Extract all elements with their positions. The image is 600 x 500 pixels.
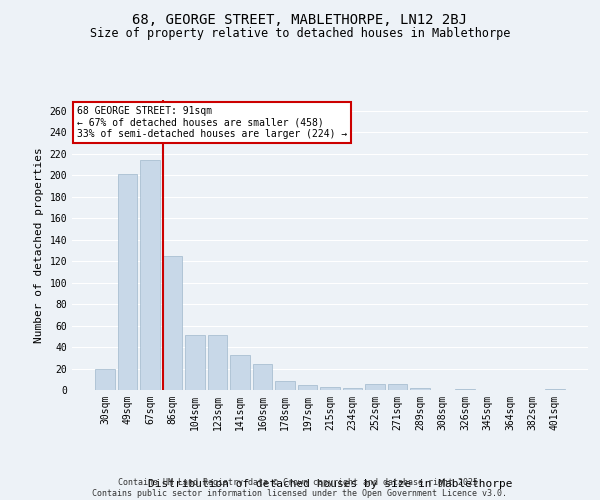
Bar <box>208 335 227 390</box>
Bar <box>230 354 250 390</box>
Bar <box>185 335 205 390</box>
Bar <box>455 389 475 390</box>
Bar <box>275 382 295 390</box>
Text: Size of property relative to detached houses in Mablethorpe: Size of property relative to detached ho… <box>90 28 510 40</box>
Bar <box>545 389 565 390</box>
Bar <box>320 387 340 390</box>
Bar <box>163 256 182 390</box>
Text: 68 GEORGE STREET: 91sqm
← 67% of detached houses are smaller (458)
33% of semi-d: 68 GEORGE STREET: 91sqm ← 67% of detache… <box>77 106 347 139</box>
Y-axis label: Number of detached properties: Number of detached properties <box>34 147 44 343</box>
Bar <box>343 388 362 390</box>
X-axis label: Distribution of detached houses by size in Mablethorpe: Distribution of detached houses by size … <box>148 478 512 488</box>
Bar <box>253 364 272 390</box>
Bar <box>410 388 430 390</box>
Text: Contains HM Land Registry data © Crown copyright and database right 2025.
Contai: Contains HM Land Registry data © Crown c… <box>92 478 508 498</box>
Bar <box>118 174 137 390</box>
Bar <box>388 384 407 390</box>
Bar <box>140 160 160 390</box>
Bar <box>365 384 385 390</box>
Bar <box>298 384 317 390</box>
Bar <box>95 368 115 390</box>
Text: 68, GEORGE STREET, MABLETHORPE, LN12 2BJ: 68, GEORGE STREET, MABLETHORPE, LN12 2BJ <box>133 12 467 26</box>
